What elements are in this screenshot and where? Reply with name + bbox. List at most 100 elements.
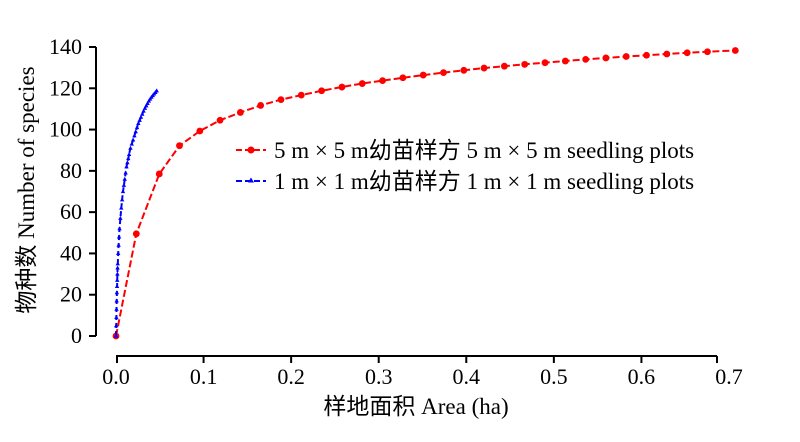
x-tick-label-4: 0.4 (453, 364, 481, 389)
series-1-point-33 (137, 117, 142, 122)
series-0-point-12 (358, 80, 366, 87)
series-1-point-4 (114, 298, 119, 303)
series-0-point-8 (277, 96, 285, 104)
series-0-point-18 (480, 64, 488, 72)
series-1-point-46 (154, 88, 159, 93)
series-layer (112, 47, 739, 340)
series-0-point-23 (582, 55, 590, 63)
series-1-point-18 (120, 189, 126, 194)
series-0-point-6 (236, 109, 244, 116)
legend-label-1m: 1 m × 1 m幼苗样方 1 m × 1 m seedling plots (274, 169, 694, 194)
series-1-point-35 (140, 111, 145, 116)
series-1-point-14 (117, 226, 122, 231)
series-0-point-19 (500, 62, 508, 70)
x-axis-title: 样地面积 Area (ha) (323, 394, 508, 419)
series-1-point-9 (115, 265, 120, 270)
y-tick-label-3: 60 (60, 199, 82, 224)
series-0-point-1 (132, 230, 140, 238)
x-tick-label-1: 0.1 (190, 364, 218, 389)
series-0-point-26 (643, 51, 650, 59)
y-tick-label-2: 40 (60, 240, 82, 265)
x-tick-label-2: 0.2 (277, 364, 305, 389)
series-0-point-29 (704, 48, 711, 56)
series-1-point-23 (125, 160, 130, 165)
series-1-point-1 (113, 323, 119, 328)
legend-swatch-1m-marker (248, 177, 254, 183)
series-1-point-21 (123, 170, 128, 175)
legend-label-5m: 5 m × 5 m幼苗样方 5 m × 5 m seedling plots (274, 138, 694, 163)
series-1-point-0 (113, 333, 119, 338)
series-1-point-11 (115, 251, 121, 256)
y-tick-label-7: 140 (49, 34, 82, 59)
legend-item-1m-plots: 1 m × 1 m幼苗样方 1 m × 1 m seedling plots (236, 169, 694, 194)
series-0-point-7 (257, 102, 265, 109)
y-tick-label-5: 100 (49, 117, 82, 142)
series-0-point-24 (602, 54, 610, 62)
series-1-point-26 (128, 145, 133, 150)
series-0-point-22 (561, 57, 569, 65)
series-1-point-25 (126, 151, 132, 156)
series-0-point-4 (196, 127, 204, 135)
y-tick-label-1: 20 (60, 282, 82, 307)
series-1-point-8 (115, 271, 120, 276)
series-0-point-2 (155, 170, 163, 178)
series-0-point-21 (541, 59, 549, 67)
series-0-point-20 (521, 60, 529, 68)
series-0 (112, 47, 739, 340)
series-1-point-31 (134, 125, 140, 130)
series-1-point-28 (130, 137, 136, 142)
series-1-point-34 (138, 114, 144, 119)
series-1-point-3 (114, 306, 119, 311)
series-1-point-38 (144, 103, 149, 108)
series-1-point-30 (133, 129, 138, 134)
x-tick-label-7: 0.7 (715, 364, 743, 389)
series-1-point-19 (121, 182, 127, 187)
y-ticks: 0 20 40 60 80 100 120 140 (49, 34, 96, 348)
series-0-point-3 (176, 142, 183, 150)
legend: 5 m × 5 m幼苗样方 5 m × 5 m seedling plots 1… (236, 138, 694, 194)
series-1-point-24 (126, 156, 131, 161)
series-0-point-14 (399, 74, 407, 82)
series-1-point-5 (114, 290, 120, 295)
y-tick-label-6: 120 (49, 75, 82, 100)
series-1-point-22 (124, 164, 129, 169)
series-1-point-40 (146, 98, 152, 103)
series-1-point-6 (114, 284, 120, 289)
series-1 (113, 88, 159, 338)
y-tick-label-0: 0 (71, 323, 82, 348)
series-0-point-25 (622, 53, 630, 60)
series-1-point-36 (141, 108, 146, 113)
series-0-point-28 (683, 49, 691, 57)
x-ticks: 0.0 0.1 0.2 0.3 0.4 0.5 0.6 0.7 (102, 356, 743, 389)
y-axis-title: 物种数 Number of species (14, 66, 39, 313)
series-0-point-9 (297, 91, 305, 99)
series-0-point-10 (318, 87, 326, 95)
series-0-point-17 (460, 66, 468, 74)
series-0-point-16 (440, 69, 447, 76)
series-0-point-30 (731, 47, 739, 54)
series-1-point-27 (129, 141, 134, 146)
series-1-point-20 (122, 176, 127, 181)
series-1-point-13 (116, 234, 122, 239)
series-0-point-11 (338, 83, 346, 91)
series-0-point-15 (419, 71, 427, 79)
series-1-point-37 (142, 105, 148, 110)
axes (95, 47, 717, 357)
series-0-point-13 (379, 77, 386, 85)
series-1-point-16 (119, 205, 124, 210)
series-1-point-29 (132, 133, 137, 138)
x-tick-label-6: 0.6 (628, 364, 656, 389)
legend-swatch-5m-marker (247, 146, 255, 154)
series-1-point-7 (115, 277, 120, 282)
series-1-point-12 (116, 242, 121, 247)
series-1-point-32 (136, 120, 141, 125)
series-1-point-17 (119, 197, 125, 202)
x-tick-label-5: 0.5 (540, 364, 568, 389)
series-0-point-5 (216, 116, 224, 124)
legend-item-5m-plots: 5 m × 5 m幼苗样方 5 m × 5 m seedling plots (236, 138, 694, 163)
series-1-point-39 (145, 100, 150, 105)
series-1-point-2 (114, 315, 119, 320)
series-0-point-27 (663, 50, 671, 58)
series-1-point-10 (115, 261, 120, 266)
